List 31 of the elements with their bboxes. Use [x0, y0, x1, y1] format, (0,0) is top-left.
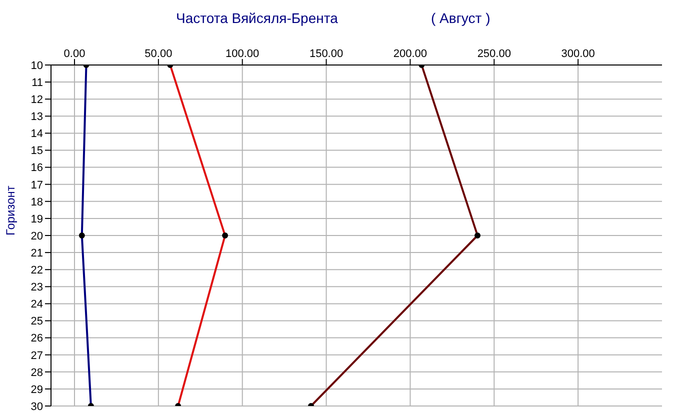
y-tick-label: 20	[30, 230, 43, 242]
y-tick-label: 11	[32, 76, 43, 89]
y-tick-label: 18	[30, 196, 43, 208]
y-tick-label: 10	[30, 60, 43, 72]
y-tick-label: 27	[30, 350, 43, 362]
y-tick-label: 26	[30, 332, 43, 345]
y-tick-label: 16	[30, 162, 43, 174]
chart-title: Частота Вяйсяля-Брента	[176, 10, 338, 26]
y-tick-label: 24	[30, 298, 43, 311]
x-tick-label: 50.00	[144, 48, 172, 60]
y-tick-label: 30	[30, 400, 43, 413]
x-tick-label: 100.00	[226, 48, 260, 60]
y-tick-label: 15	[30, 145, 43, 158]
y-tick-label: 21	[30, 247, 43, 260]
y-tick-label: 23	[30, 282, 43, 294]
y-tick-label: 12	[30, 94, 43, 106]
x-tick-label: 150.00	[309, 48, 344, 60]
y-tick-label: 13	[30, 111, 43, 124]
y-tick-label: 17	[30, 179, 43, 192]
y-axis-title: Горизонт	[3, 185, 18, 236]
y-tick-label: 28	[30, 366, 43, 379]
y-tick-label: 25	[30, 316, 43, 328]
x-tick-label: 250.00	[477, 48, 511, 60]
y-tick-label: 29	[30, 384, 43, 396]
x-tick-label: 200.00	[393, 48, 428, 60]
y-tick-label: 22	[30, 264, 43, 277]
chart-subtitle: ( Август )	[431, 10, 490, 26]
y-tick-label: 19	[30, 213, 43, 226]
x-tick-label: 0.00	[64, 48, 86, 60]
x-tick-label: 300.00	[561, 48, 595, 60]
y-tick-label: 14	[30, 128, 43, 140]
